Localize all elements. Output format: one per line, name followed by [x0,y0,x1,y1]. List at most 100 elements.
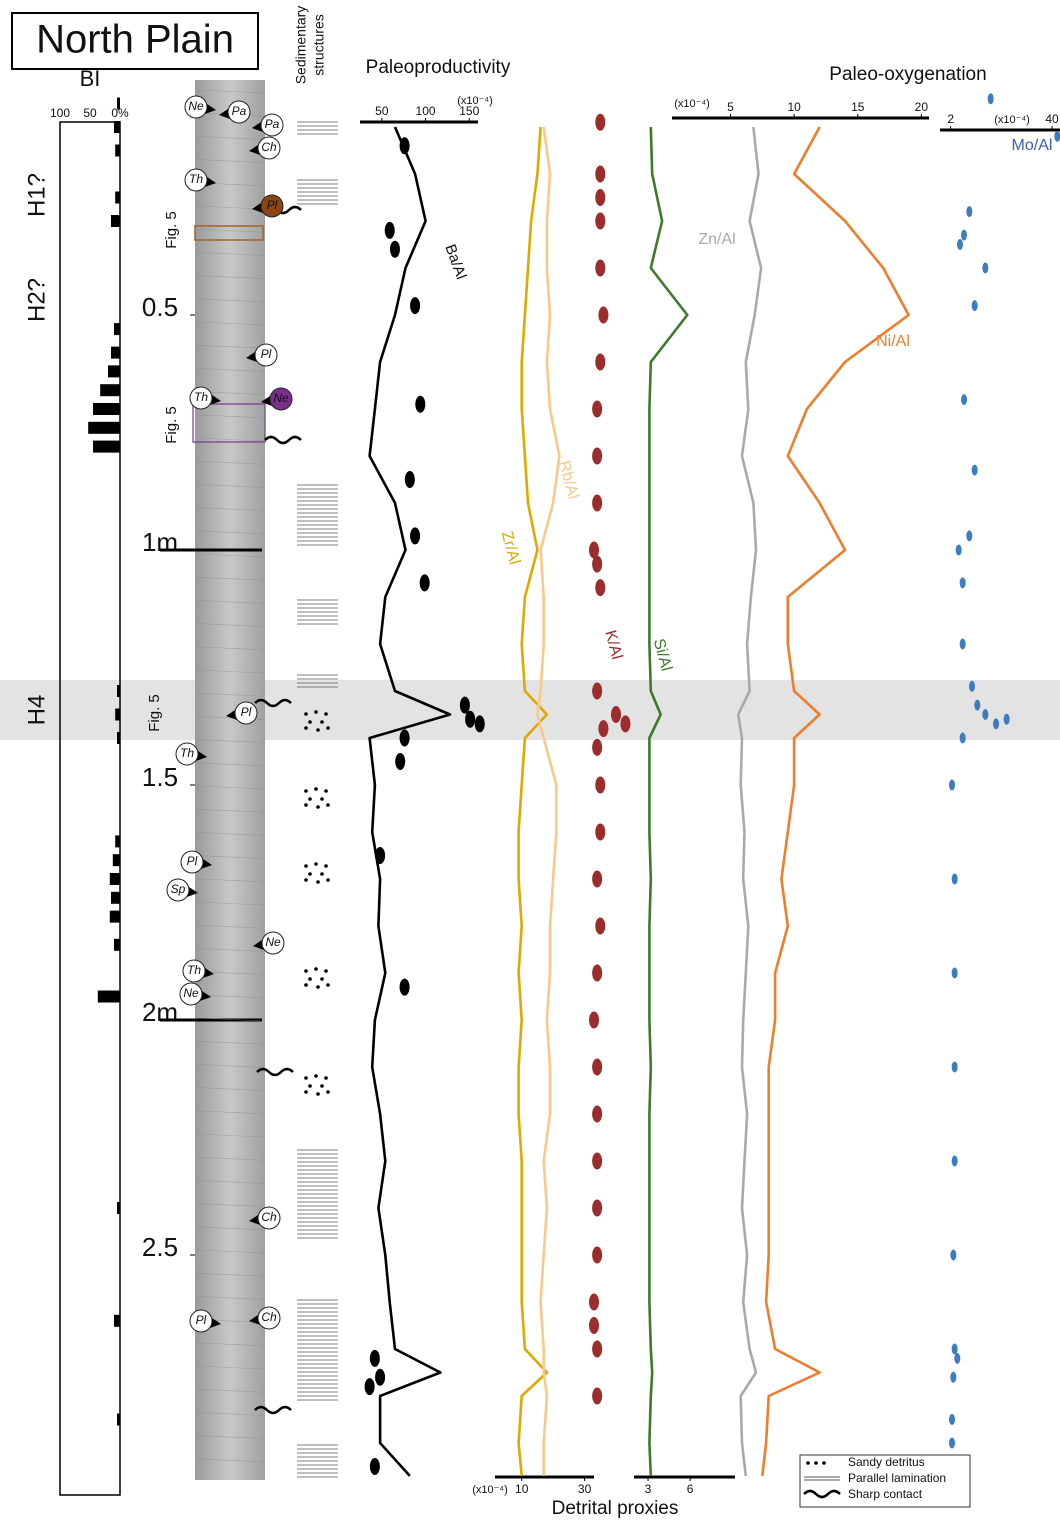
core-texture [196,878,264,883]
point [951,1155,958,1167]
point [592,1199,603,1217]
legend: Sandy detritus Parallel lamination Sharp… [799,1454,971,1508]
x-tick-label: 6 [687,1482,694,1496]
sand-dot [304,1090,308,1094]
point [592,682,603,700]
sand-dot [308,977,312,981]
sand-dot [314,967,318,971]
ichno-marker [179,982,203,1006]
bar [115,144,120,157]
unit-label: (x10⁻⁴) [994,114,1030,126]
bar [117,97,120,110]
point [395,753,406,770]
x-tick-label: 2 [947,112,954,126]
legend-symbol [822,1461,826,1465]
bar [117,1413,120,1426]
sand-dot [326,878,330,882]
sand-dot [326,803,330,807]
point [971,300,978,312]
point [950,1371,957,1383]
sand-dot [314,1074,318,1078]
point [949,1414,955,1425]
x-tick-label: 100 [416,104,436,118]
point [389,240,400,258]
ichno-label: Pl [196,1313,207,1327]
depth-label: 0.5 [142,292,178,322]
ichno-label: Th [180,746,194,760]
ichno-label: Pl [241,705,252,719]
interval: H4 [23,695,50,726]
sand-dot [304,983,308,987]
legend-symbol [803,1489,841,1499]
core-texture [196,1435,264,1439]
point [592,1058,603,1076]
point [399,729,410,747]
section-title: Detrital proxies [552,1498,679,1519]
ichno-label: Pl [261,347,272,361]
sand-dot [320,872,324,876]
sand-dot [320,1084,324,1088]
point [369,1349,380,1367]
point [595,579,606,597]
sand-dot [304,969,308,973]
ichno-label: Ne [188,99,204,113]
depth-label: 1.5 [142,762,178,792]
core-texture [196,1040,264,1045]
ichno-marker [234,701,258,725]
point [611,706,621,723]
core-texture [196,948,264,952]
unit-label: (x10⁻⁴) [457,95,493,107]
x-tick-label: 150 [459,104,479,118]
sand-dot [314,710,318,714]
core-texture [196,1249,264,1254]
bar [114,323,120,336]
core-texture [196,1156,264,1161]
ichno-marker [184,168,208,192]
bi-box [59,121,121,1496]
ichno-label: Th [189,172,203,186]
ichno-marker [269,387,293,411]
point [949,1437,955,1449]
core-texture [196,692,264,697]
fig-box [194,225,264,241]
point [404,471,415,488]
point [415,395,426,413]
core-texture [196,901,264,906]
sand-dot [316,805,320,809]
point [1054,130,1060,142]
point [595,823,606,841]
ichno-marker [182,959,206,983]
core-image [195,80,265,1480]
sand-dot [304,712,308,716]
x-tick-label: 3 [645,1482,652,1496]
core-texture [196,136,264,140]
sand-dot [316,728,320,732]
x-tick-label: 10 [515,1482,529,1496]
ichno-label: Ne [183,986,199,1000]
sand-dot [324,864,328,868]
sed-header: structures [311,14,327,75]
interval: H2? [23,278,50,322]
point [364,1378,375,1396]
core-texture [196,437,264,442]
section-title: Paleoproductivity [366,57,511,78]
point [969,680,975,692]
core-texture [196,298,264,303]
point [966,530,973,542]
point [955,544,962,556]
point [595,189,606,206]
ichno-marker [189,1309,213,1333]
point [951,873,958,885]
ichno-label: Th [194,390,208,404]
point [399,978,410,996]
legend-label: Parallel lamination [848,1471,946,1485]
bi-label: BI [80,66,101,91]
point [419,574,430,592]
bar [114,1314,120,1327]
point [595,113,606,131]
depth-label: 2.5 [142,1232,178,1262]
sharp-contact [254,1405,292,1415]
core-texture [196,530,264,535]
ichno-marker [254,343,278,367]
point [589,1293,599,1311]
